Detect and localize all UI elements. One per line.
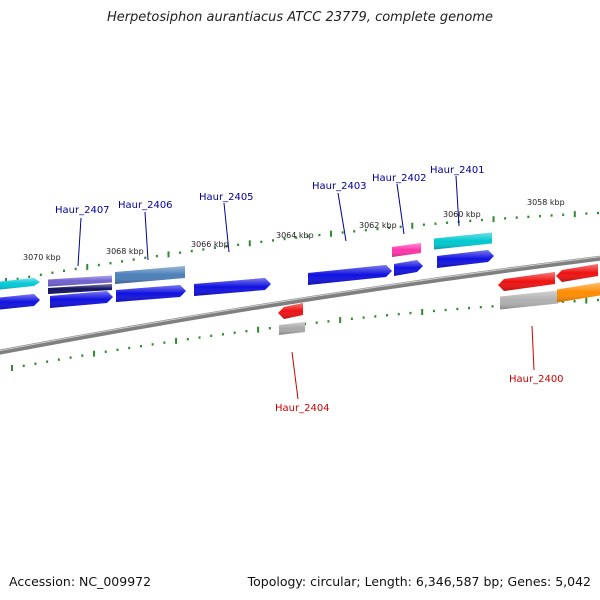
gene-label-haur-2406: Haur_2406 (118, 200, 173, 211)
gene-label-haur-2402: Haur_2402 (372, 173, 427, 184)
feature-pink-2402 (392, 243, 421, 257)
leader-line (396, 183, 405, 235)
tick-label: 3060 kbp (443, 210, 481, 219)
feature-gray-2400 (500, 290, 558, 310)
map-title: Herpetosiphon aurantiacus ATCC 23779, co… (106, 10, 494, 25)
gene-label-haur-2404: Haur_2404 (275, 403, 330, 414)
leader-line (223, 202, 230, 253)
leader-line (455, 175, 460, 227)
tick-label: 3062 kbp (359, 221, 397, 230)
feature-violet-2407 (48, 275, 112, 287)
feature-blue-2407 (50, 291, 113, 308)
feature-blue-2405 (194, 278, 271, 296)
accession-text: Accession: NC_009972 (9, 574, 152, 589)
gene-label-haur-2400: Haur_2400 (509, 374, 564, 385)
leader-line (531, 325, 535, 371)
tick-label: 3058 kbp (527, 198, 565, 207)
feature-blue-2401 (437, 250, 494, 268)
feature-steel-2406 (115, 266, 185, 284)
leader-line (291, 351, 299, 400)
feature-orange-2400 (557, 282, 600, 303)
tick-track-outer (5, 211, 599, 284)
tick-label: 3064 kbp (276, 231, 314, 240)
gene-label-haur-2403: Haur_2403 (312, 181, 367, 192)
feature-red-2400-a (498, 272, 555, 291)
leader-line (337, 192, 347, 242)
gene-label-haur-2401: Haur_2401 (430, 165, 485, 176)
leader-line (144, 211, 149, 261)
feature-cyan-left (0, 278, 40, 290)
feature-blue-2402 (394, 260, 423, 276)
feature-red-2404 (278, 303, 303, 319)
feature-blue-left (0, 294, 40, 310)
feature-red-2400-b (556, 264, 598, 282)
genome-stats-text: Topology: circular; Length: 6,346,587 bp… (247, 574, 591, 589)
feature-navy-2407 (48, 284, 112, 294)
tick-label: 3070 kbp (23, 253, 61, 262)
feature-gray-2404 (279, 322, 305, 335)
feature-blue-2403 (308, 265, 392, 285)
feature-cyan-2401 (434, 232, 492, 250)
tick-label: 3068 kbp (106, 247, 144, 256)
tick-label: 3066 kbp (191, 240, 229, 249)
backbone (0, 255, 600, 355)
tick-track-inner (11, 297, 599, 371)
gene-label-haur-2405: Haur_2405 (199, 192, 254, 203)
leader-line (77, 217, 82, 267)
gene-label-haur-2407: Haur_2407 (55, 205, 110, 216)
feature-blue-2406 (116, 285, 186, 302)
